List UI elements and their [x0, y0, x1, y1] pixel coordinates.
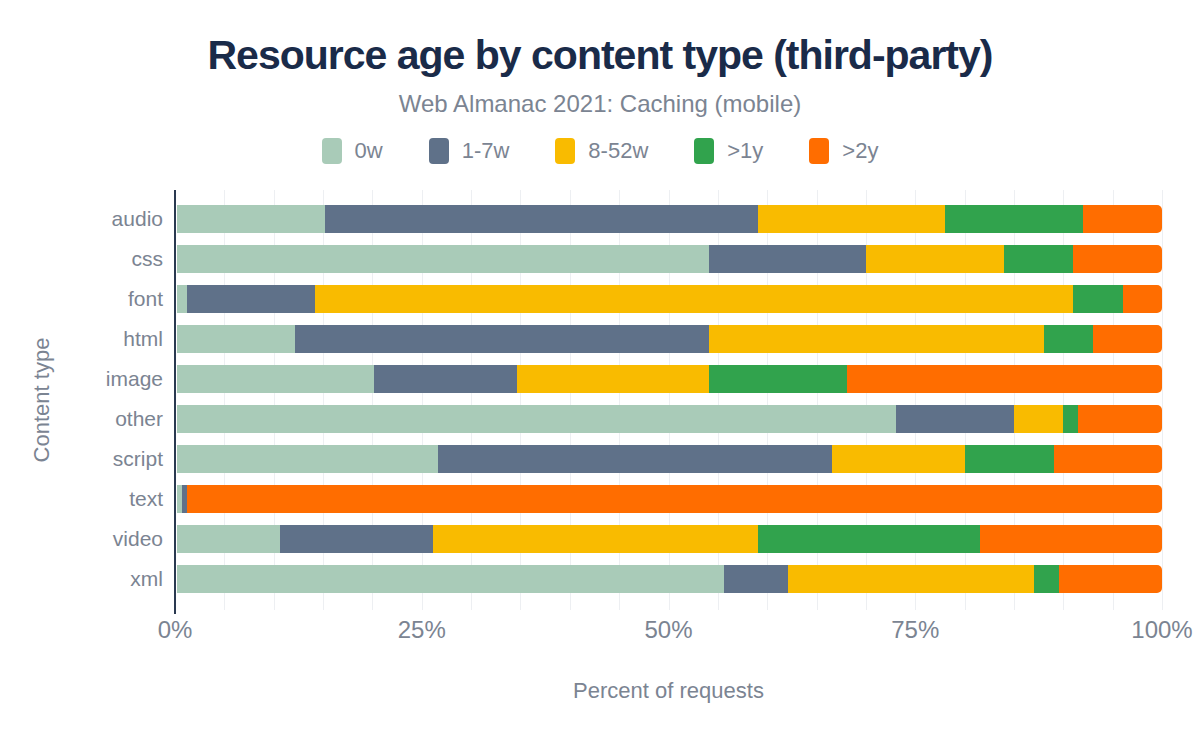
bar-row-other — [177, 405, 1162, 433]
bar-segment-html-1-7w[interactable] — [295, 325, 709, 353]
category-label-image: image — [0, 365, 163, 393]
category-label-css: css — [0, 245, 163, 273]
bar-segment-xml->1y[interactable] — [1034, 565, 1059, 593]
bar-segment-other-1-7w[interactable] — [896, 405, 1014, 433]
legend-swatch-icon — [694, 138, 714, 164]
legend-swatch-icon — [322, 138, 342, 164]
x-tick-label-25: 25% — [398, 616, 446, 644]
bar-segment-other->2y[interactable] — [1078, 405, 1162, 433]
bar-segment-css-1-7w[interactable] — [709, 245, 867, 273]
legend-label: 0w — [355, 138, 383, 164]
x-tick-label-50: 50% — [644, 616, 692, 644]
bar-segment-html->1y[interactable] — [1044, 325, 1093, 353]
legend-item->2y[interactable]: >2y — [809, 138, 878, 164]
bar-segment-video->1y[interactable] — [758, 525, 980, 553]
bar-segment-font->2y[interactable] — [1123, 285, 1162, 313]
legend-label: 1-7w — [462, 138, 510, 164]
legend-label: 8-52w — [588, 138, 648, 164]
x-tick-label-75: 75% — [891, 616, 939, 644]
bar-segment-image->1y[interactable] — [709, 365, 847, 393]
bar-segment-html-0w[interactable] — [177, 325, 295, 353]
category-label-html: html — [0, 325, 163, 353]
bar-row-css — [177, 245, 1162, 273]
bar-segment-audio-8-52w[interactable] — [758, 205, 945, 233]
chart-title: Resource age by content type (third-part… — [0, 32, 1200, 79]
category-label-other: other — [0, 405, 163, 433]
category-label-script: script — [0, 445, 163, 473]
bar-segment-script->1y[interactable] — [965, 445, 1054, 473]
bar-segment-font-1-7w[interactable] — [187, 285, 315, 313]
y-axis-title: Content type — [29, 338, 55, 463]
bar-segment-image-8-52w[interactable] — [517, 365, 709, 393]
bar-segment-script-8-52w[interactable] — [832, 445, 965, 473]
bar-segment-audio-1-7w[interactable] — [325, 205, 758, 233]
bar-row-font — [177, 285, 1162, 313]
bar-segment-video-0w[interactable] — [177, 525, 280, 553]
y-axis-line — [174, 190, 176, 614]
bar-segment-video->2y[interactable] — [980, 525, 1162, 553]
bar-segment-html->2y[interactable] — [1093, 325, 1162, 353]
bar-segment-text->2y[interactable] — [187, 485, 1162, 513]
bar-segment-audio->1y[interactable] — [945, 205, 1083, 233]
category-label-xml: xml — [0, 565, 163, 593]
bar-row-image — [177, 365, 1162, 393]
x-axis-title: Percent of requests — [175, 678, 1162, 704]
bar-segment-script->2y[interactable] — [1054, 445, 1162, 473]
bar-row-audio — [177, 205, 1162, 233]
bar-segment-video-8-52w[interactable] — [433, 525, 758, 553]
bar-segment-css->2y[interactable] — [1073, 245, 1162, 273]
bar-segment-font->1y[interactable] — [1073, 285, 1122, 313]
bar-segment-html-8-52w[interactable] — [709, 325, 1044, 353]
gridline — [1162, 190, 1163, 610]
bar-segment-other-0w[interactable] — [177, 405, 896, 433]
chart-subtitle: Web Almanac 2021: Caching (mobile) — [0, 90, 1200, 118]
legend-swatch-icon — [809, 138, 829, 164]
legend-item->1y[interactable]: >1y — [694, 138, 763, 164]
bar-segment-xml-1-7w[interactable] — [724, 565, 788, 593]
bar-row-text — [177, 485, 1162, 513]
legend-label: >2y — [842, 138, 878, 164]
bar-segment-css->1y[interactable] — [1004, 245, 1073, 273]
legend-item-0w[interactable]: 0w — [322, 138, 383, 164]
bar-segment-css-8-52w[interactable] — [866, 245, 1004, 273]
bar-segment-font-0w[interactable] — [177, 285, 187, 313]
bar-segment-image-1-7w[interactable] — [374, 365, 517, 393]
bar-segment-other-8-52w[interactable] — [1014, 405, 1063, 433]
bar-segment-video-1-7w[interactable] — [280, 525, 433, 553]
bar-row-html — [177, 325, 1162, 353]
bar-segment-font-8-52w[interactable] — [315, 285, 1073, 313]
legend: 0w 1-7w 8-52w >1y >2y — [0, 138, 1200, 164]
bar-segment-css-0w[interactable] — [177, 245, 709, 273]
bar-segment-xml->2y[interactable] — [1059, 565, 1162, 593]
x-tick-label-100: 100% — [1131, 616, 1192, 644]
category-label-font: font — [0, 285, 163, 313]
bar-segment-image-0w[interactable] — [177, 365, 374, 393]
bar-row-script — [177, 445, 1162, 473]
category-label-text: text — [0, 485, 163, 513]
category-label-video: video — [0, 525, 163, 553]
bar-segment-xml-8-52w[interactable] — [788, 565, 1034, 593]
bar-segment-script-1-7w[interactable] — [438, 445, 832, 473]
bar-segment-other->1y[interactable] — [1063, 405, 1078, 433]
bar-segment-xml-0w[interactable] — [177, 565, 724, 593]
bar-row-video — [177, 525, 1162, 553]
legend-item-1-7w[interactable]: 1-7w — [429, 138, 510, 164]
plot-area — [175, 190, 1162, 610]
bar-segment-image->2y[interactable] — [847, 365, 1162, 393]
bar-row-xml — [177, 565, 1162, 593]
category-label-audio: audio — [0, 205, 163, 233]
bar-segment-script-0w[interactable] — [177, 445, 438, 473]
bar-segment-audio->2y[interactable] — [1083, 205, 1162, 233]
legend-label: >1y — [727, 138, 763, 164]
legend-swatch-icon — [429, 138, 449, 164]
legend-swatch-icon — [555, 138, 575, 164]
x-tick-label-0: 0% — [158, 616, 193, 644]
bar-segment-audio-0w[interactable] — [177, 205, 325, 233]
chart-figure: Resource age by content type (third-part… — [0, 0, 1200, 742]
legend-item-8-52w[interactable]: 8-52w — [555, 138, 648, 164]
